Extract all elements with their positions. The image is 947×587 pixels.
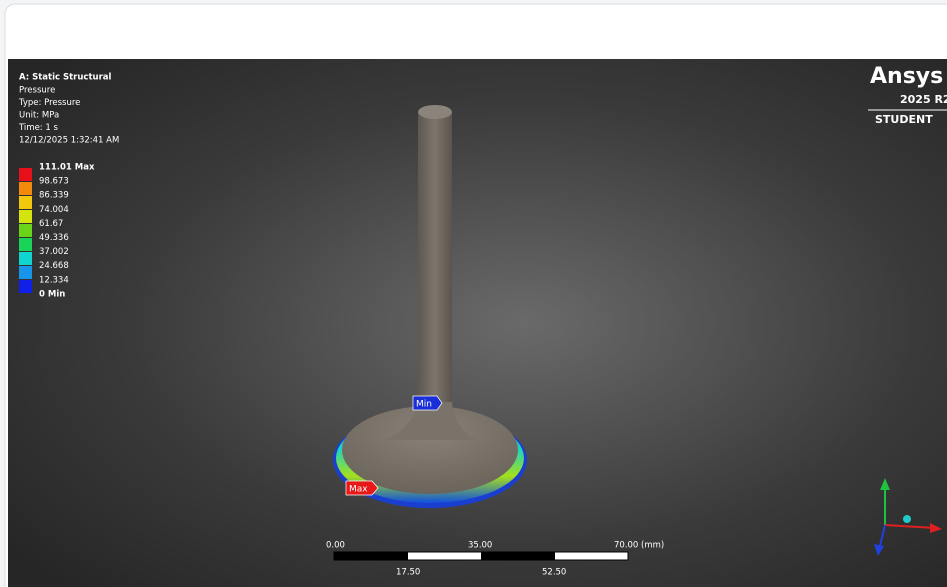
scale-bar: 0.00 35.00 70.00 (mm) 17.50 52.50 [326, 541, 664, 578]
info-line: Time: 1 s [18, 123, 58, 133]
viewport [8, 59, 947, 587]
info-line: Unit: MPa [19, 111, 59, 121]
analysis-title: A: Static Structural [19, 73, 111, 83]
info-line: 12/12/2025 1:32:41 AM [19, 136, 119, 146]
version: 2025 R2 [900, 93, 947, 106]
legend-label: 12.334 [39, 275, 69, 285]
legend-label: 24.668 [39, 261, 69, 271]
info-line: Pressure [19, 86, 55, 96]
min-probe: Min [412, 395, 443, 411]
max-label: Max [349, 485, 368, 495]
scale-label: 70.00 (mm) [614, 541, 664, 551]
scale-label: 17.50 [396, 568, 420, 578]
legend-label: 111.01 Max [39, 163, 95, 173]
valve [333, 105, 527, 508]
info: A: Static Structural Pressure Type: Press… [18, 73, 119, 146]
legend-label: 37.002 [39, 247, 69, 257]
edition: STUDENT [875, 113, 933, 126]
scale-label: 52.50 [542, 568, 566, 578]
legend-label: 98.673 [39, 177, 69, 187]
max-probe: Max [345, 480, 379, 496]
legend-label: 74.004 [39, 205, 69, 215]
legend: 111.01 Max 98.673 86.339 74.004 61.67 49.336 3… [19, 163, 95, 299]
triad [874, 478, 942, 556]
scale-label: 35.00 [468, 541, 492, 551]
legend-label: 61.67 [39, 219, 63, 229]
min-label: Min [416, 400, 432, 410]
brand: Ansys [870, 64, 943, 89]
legend-label: 86.339 [39, 191, 69, 201]
info-line: Type: Pressure [18, 98, 80, 108]
logo: Ansys 2025 R2 STUDENT [868, 64, 947, 126]
scale-label: 0.00 [326, 541, 345, 551]
legend-label: 0 Min [39, 289, 65, 299]
legend-label: 49.336 [39, 233, 69, 243]
